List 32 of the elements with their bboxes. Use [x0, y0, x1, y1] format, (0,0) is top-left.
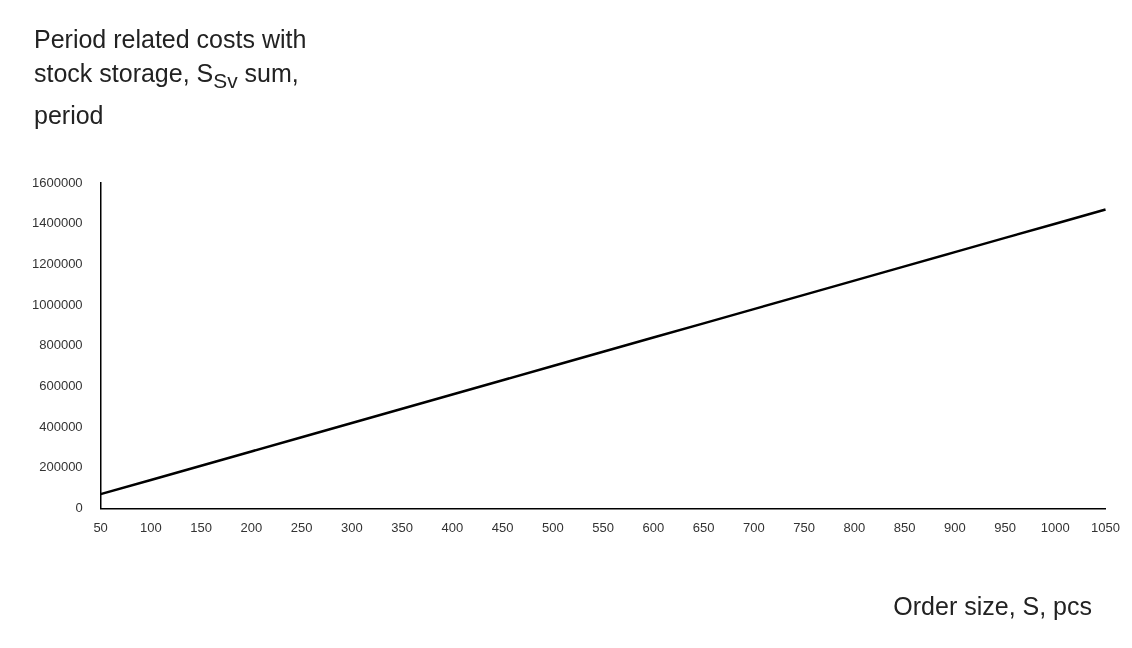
x-tick-label: 250 — [290, 519, 313, 535]
x-tick-label: 600 — [642, 519, 665, 535]
x-tick-label: 50 — [93, 519, 108, 535]
y-tick-label: 800000 — [39, 337, 83, 353]
y-tick-label: 1000000 — [31, 296, 83, 312]
x-tick-label: 350 — [391, 519, 413, 535]
x-tick-label: 900 — [943, 519, 966, 535]
y-tick-label: 0 — [75, 499, 83, 515]
x-tick-label: 550 — [592, 519, 614, 535]
x-tick-label: 150 — [190, 519, 212, 535]
x-tick-label: 400 — [441, 519, 464, 535]
y-tick-label: 200000 — [39, 459, 83, 475]
y-tick-label: 1400000 — [31, 215, 83, 231]
x-tick-label: 750 — [793, 519, 815, 535]
x-tick-label: 1050 — [1091, 519, 1120, 535]
y-tick-label: 600000 — [39, 377, 83, 393]
x-tick-label: 800 — [843, 519, 866, 535]
x-tick-label: 450 — [491, 519, 514, 535]
y-tick-label: 1600000 — [31, 174, 83, 190]
y-tick-label: 1200000 — [31, 255, 83, 271]
x-tick-label: 300 — [340, 519, 363, 535]
y-tick-label: 400000 — [39, 418, 83, 434]
x-tick-label: 950 — [994, 519, 1016, 535]
x-tick-label: 650 — [692, 519, 715, 535]
x-tick-label: 200 — [240, 519, 263, 535]
x-tick-label: 1000 — [1040, 519, 1070, 535]
x-tick-label: 500 — [541, 519, 564, 535]
chart-title: Period related costs with stock storage, S$_{Sv}$ sum, period — [34, 25, 307, 129]
x-tick-label: 100 — [140, 519, 162, 535]
x-tick-label: 850 — [893, 519, 916, 535]
x-tick-label: 700 — [742, 519, 765, 535]
x-axis-title: Order size, S, pcs — [893, 592, 1092, 621]
